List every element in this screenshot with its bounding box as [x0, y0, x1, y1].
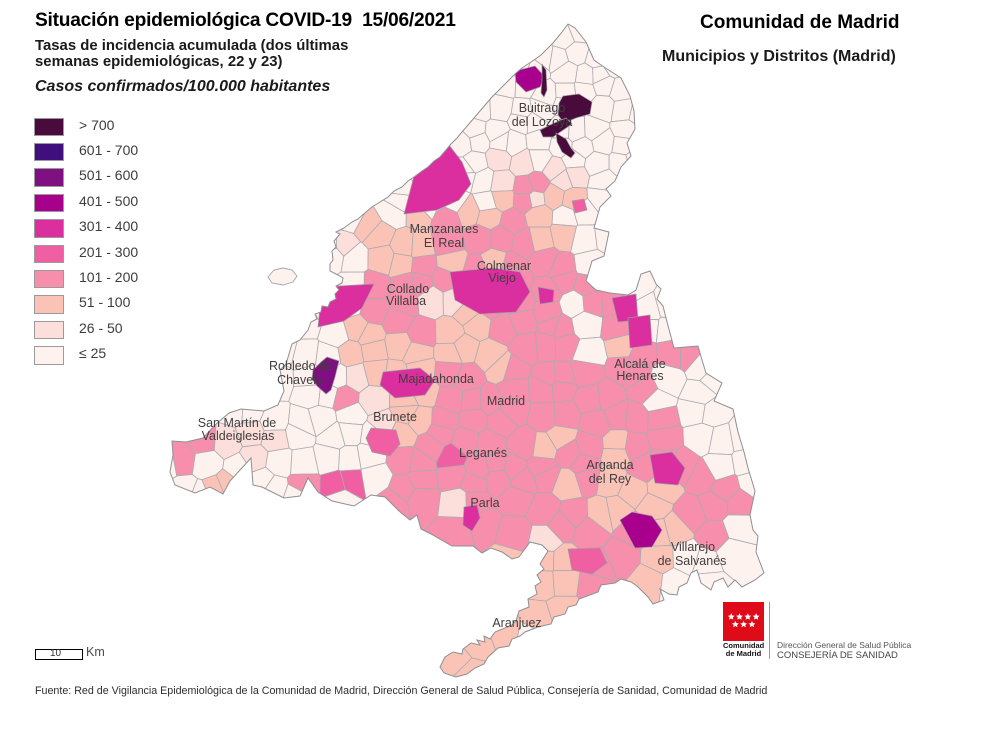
svg-text:Chavela: Chavela: [277, 373, 323, 387]
svg-text:Parla: Parla: [470, 496, 499, 510]
svg-text:Valdeiglesias: Valdeiglesias: [202, 429, 275, 443]
svg-text:Henares: Henares: [616, 369, 663, 383]
svg-text:Buitrago: Buitrago: [519, 101, 566, 115]
svg-text:Villarejo: Villarejo: [671, 540, 715, 554]
svg-text:Robledo de: Robledo de: [269, 359, 333, 373]
svg-text:Arganda: Arganda: [586, 458, 633, 472]
svg-text:de Salvanés: de Salvanés: [658, 554, 727, 568]
svg-text:del Rey: del Rey: [589, 472, 632, 486]
svg-text:Alcalá de: Alcalá de: [614, 357, 665, 371]
svg-text:Villalba: Villalba: [386, 294, 426, 308]
svg-text:del Lozoya: del Lozoya: [512, 115, 573, 129]
svg-text:Manzanares: Manzanares: [410, 222, 479, 236]
svg-text:Leganés: Leganés: [459, 446, 507, 460]
svg-text:Madrid: Madrid: [487, 394, 525, 408]
svg-text:Colmenar: Colmenar: [477, 259, 531, 273]
svg-text:Brunete: Brunete: [373, 410, 417, 424]
svg-text:Majadahonda: Majadahonda: [398, 372, 474, 386]
svg-text:San Martín de: San Martín de: [198, 416, 277, 430]
svg-text:Viejo: Viejo: [488, 271, 516, 285]
svg-text:El Real: El Real: [424, 236, 464, 250]
svg-text:Collado: Collado: [387, 282, 429, 296]
svg-text:Aranjuez: Aranjuez: [492, 616, 541, 630]
